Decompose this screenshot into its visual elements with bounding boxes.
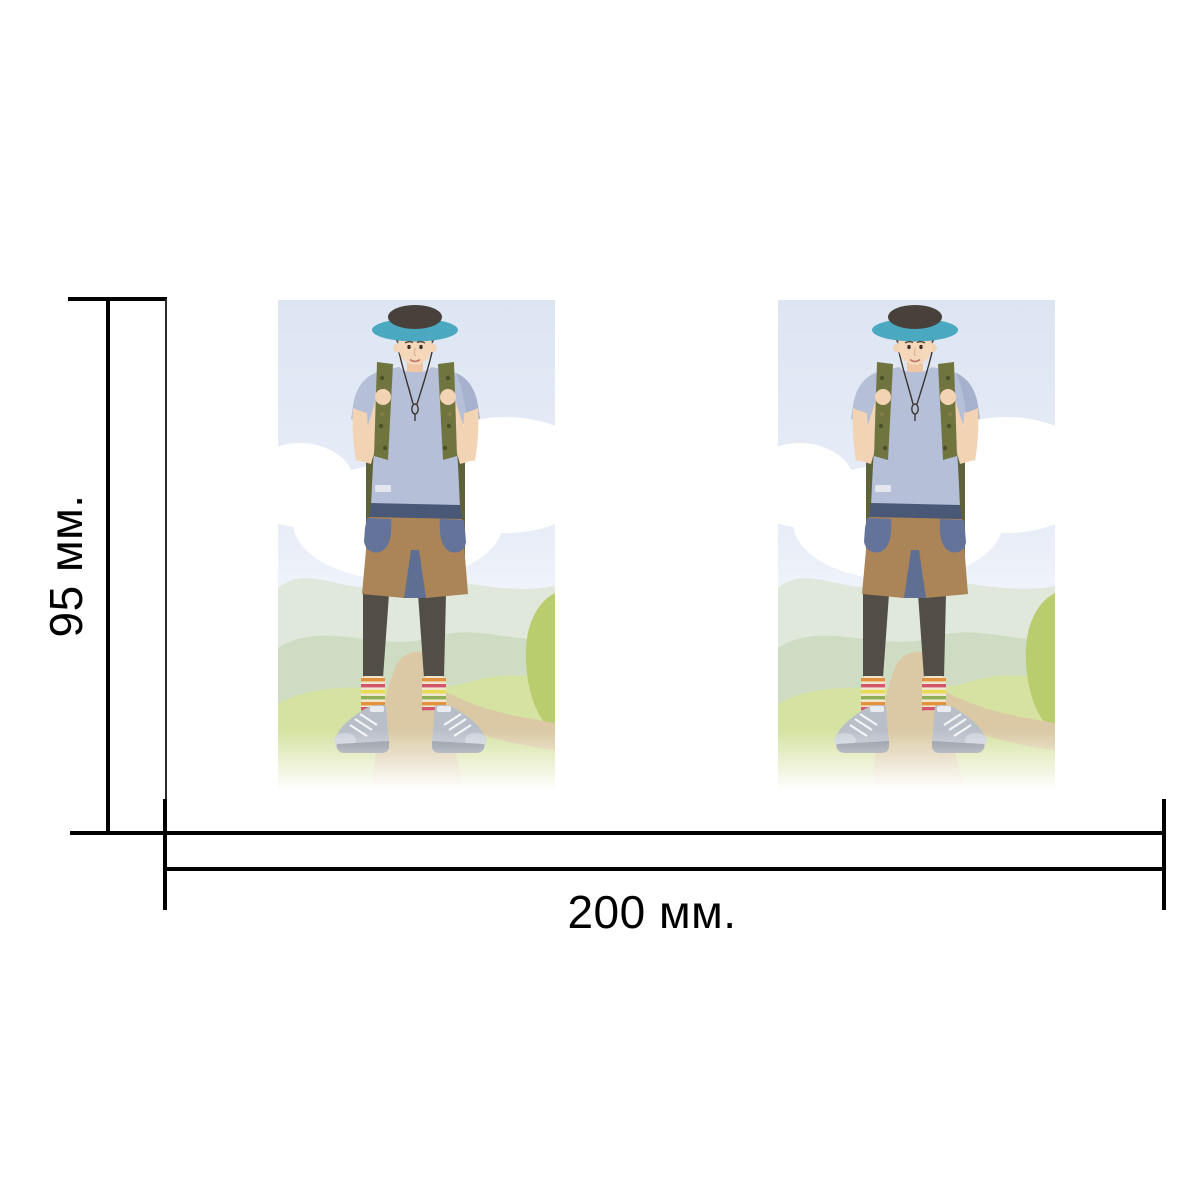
width-left-tick [163,799,167,910]
width-dimension-line [163,867,1166,871]
width-dimension-label: 200 мм. [567,886,737,938]
width-extension-line [165,299,167,801]
height-dimension-label: 95 мм. [40,494,92,638]
width-right-tick [1162,799,1166,910]
bottom-boundary-line [70,831,1166,835]
height-dimension-line [106,297,110,835]
hiker-illustration-left [278,300,555,790]
hiker-man-illustration [778,300,1055,790]
hiker-man-illustration [278,300,555,790]
height-top-tick [68,297,167,301]
hiker-illustration-right [778,300,1055,790]
